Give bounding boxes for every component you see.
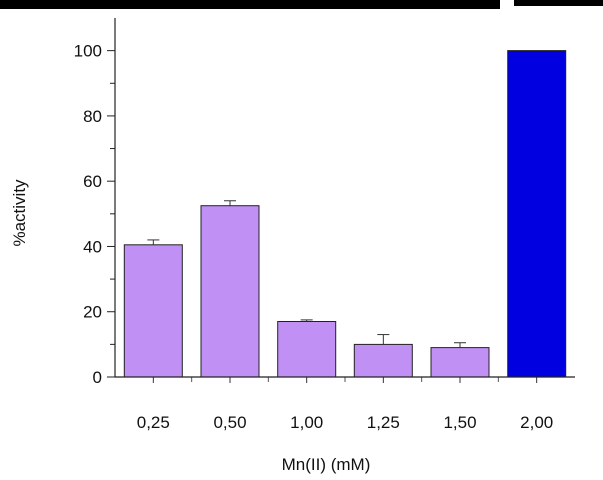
x-tick-label-3: 1,25 [367, 413, 400, 432]
bar-1 [200, 205, 260, 378]
axes-layer [107, 18, 575, 383]
bars-layer [123, 50, 567, 378]
x-tick-label-5: 2,00 [520, 413, 553, 432]
bar-3 [353, 343, 413, 378]
x-tick-label-0: 0,25 [137, 413, 170, 432]
x-tick-label-1: 0,50 [213, 413, 246, 432]
top-border-bar-right [514, 0, 603, 6]
x-tick-label-2: 1,00 [290, 413, 323, 432]
y-axis-label: %activity [10, 179, 29, 247]
y-tick-label-0: 0 [93, 368, 102, 387]
bar-0 [123, 244, 183, 378]
y-tick-label-5: 100 [74, 42, 102, 61]
x-axis-label: Mn(II) (mM) [282, 455, 371, 474]
y-tick-label-2: 40 [83, 238, 102, 257]
x-tick-label-4: 1,50 [443, 413, 476, 432]
y-tick-label-4: 80 [83, 107, 102, 126]
bar-5 [507, 50, 567, 378]
bar-2 [277, 321, 337, 378]
y-tick-label-1: 20 [83, 303, 102, 322]
tick-labels-layer: 0,25 0,50 1,00 1,25 1,50 2,00 0 20 40 60 80 100 [74, 42, 554, 432]
y-tick-label-3: 60 [83, 172, 102, 191]
bar-4 [430, 347, 490, 378]
error-bars-layer [147, 200, 466, 348]
top-border-bar [0, 0, 500, 9]
